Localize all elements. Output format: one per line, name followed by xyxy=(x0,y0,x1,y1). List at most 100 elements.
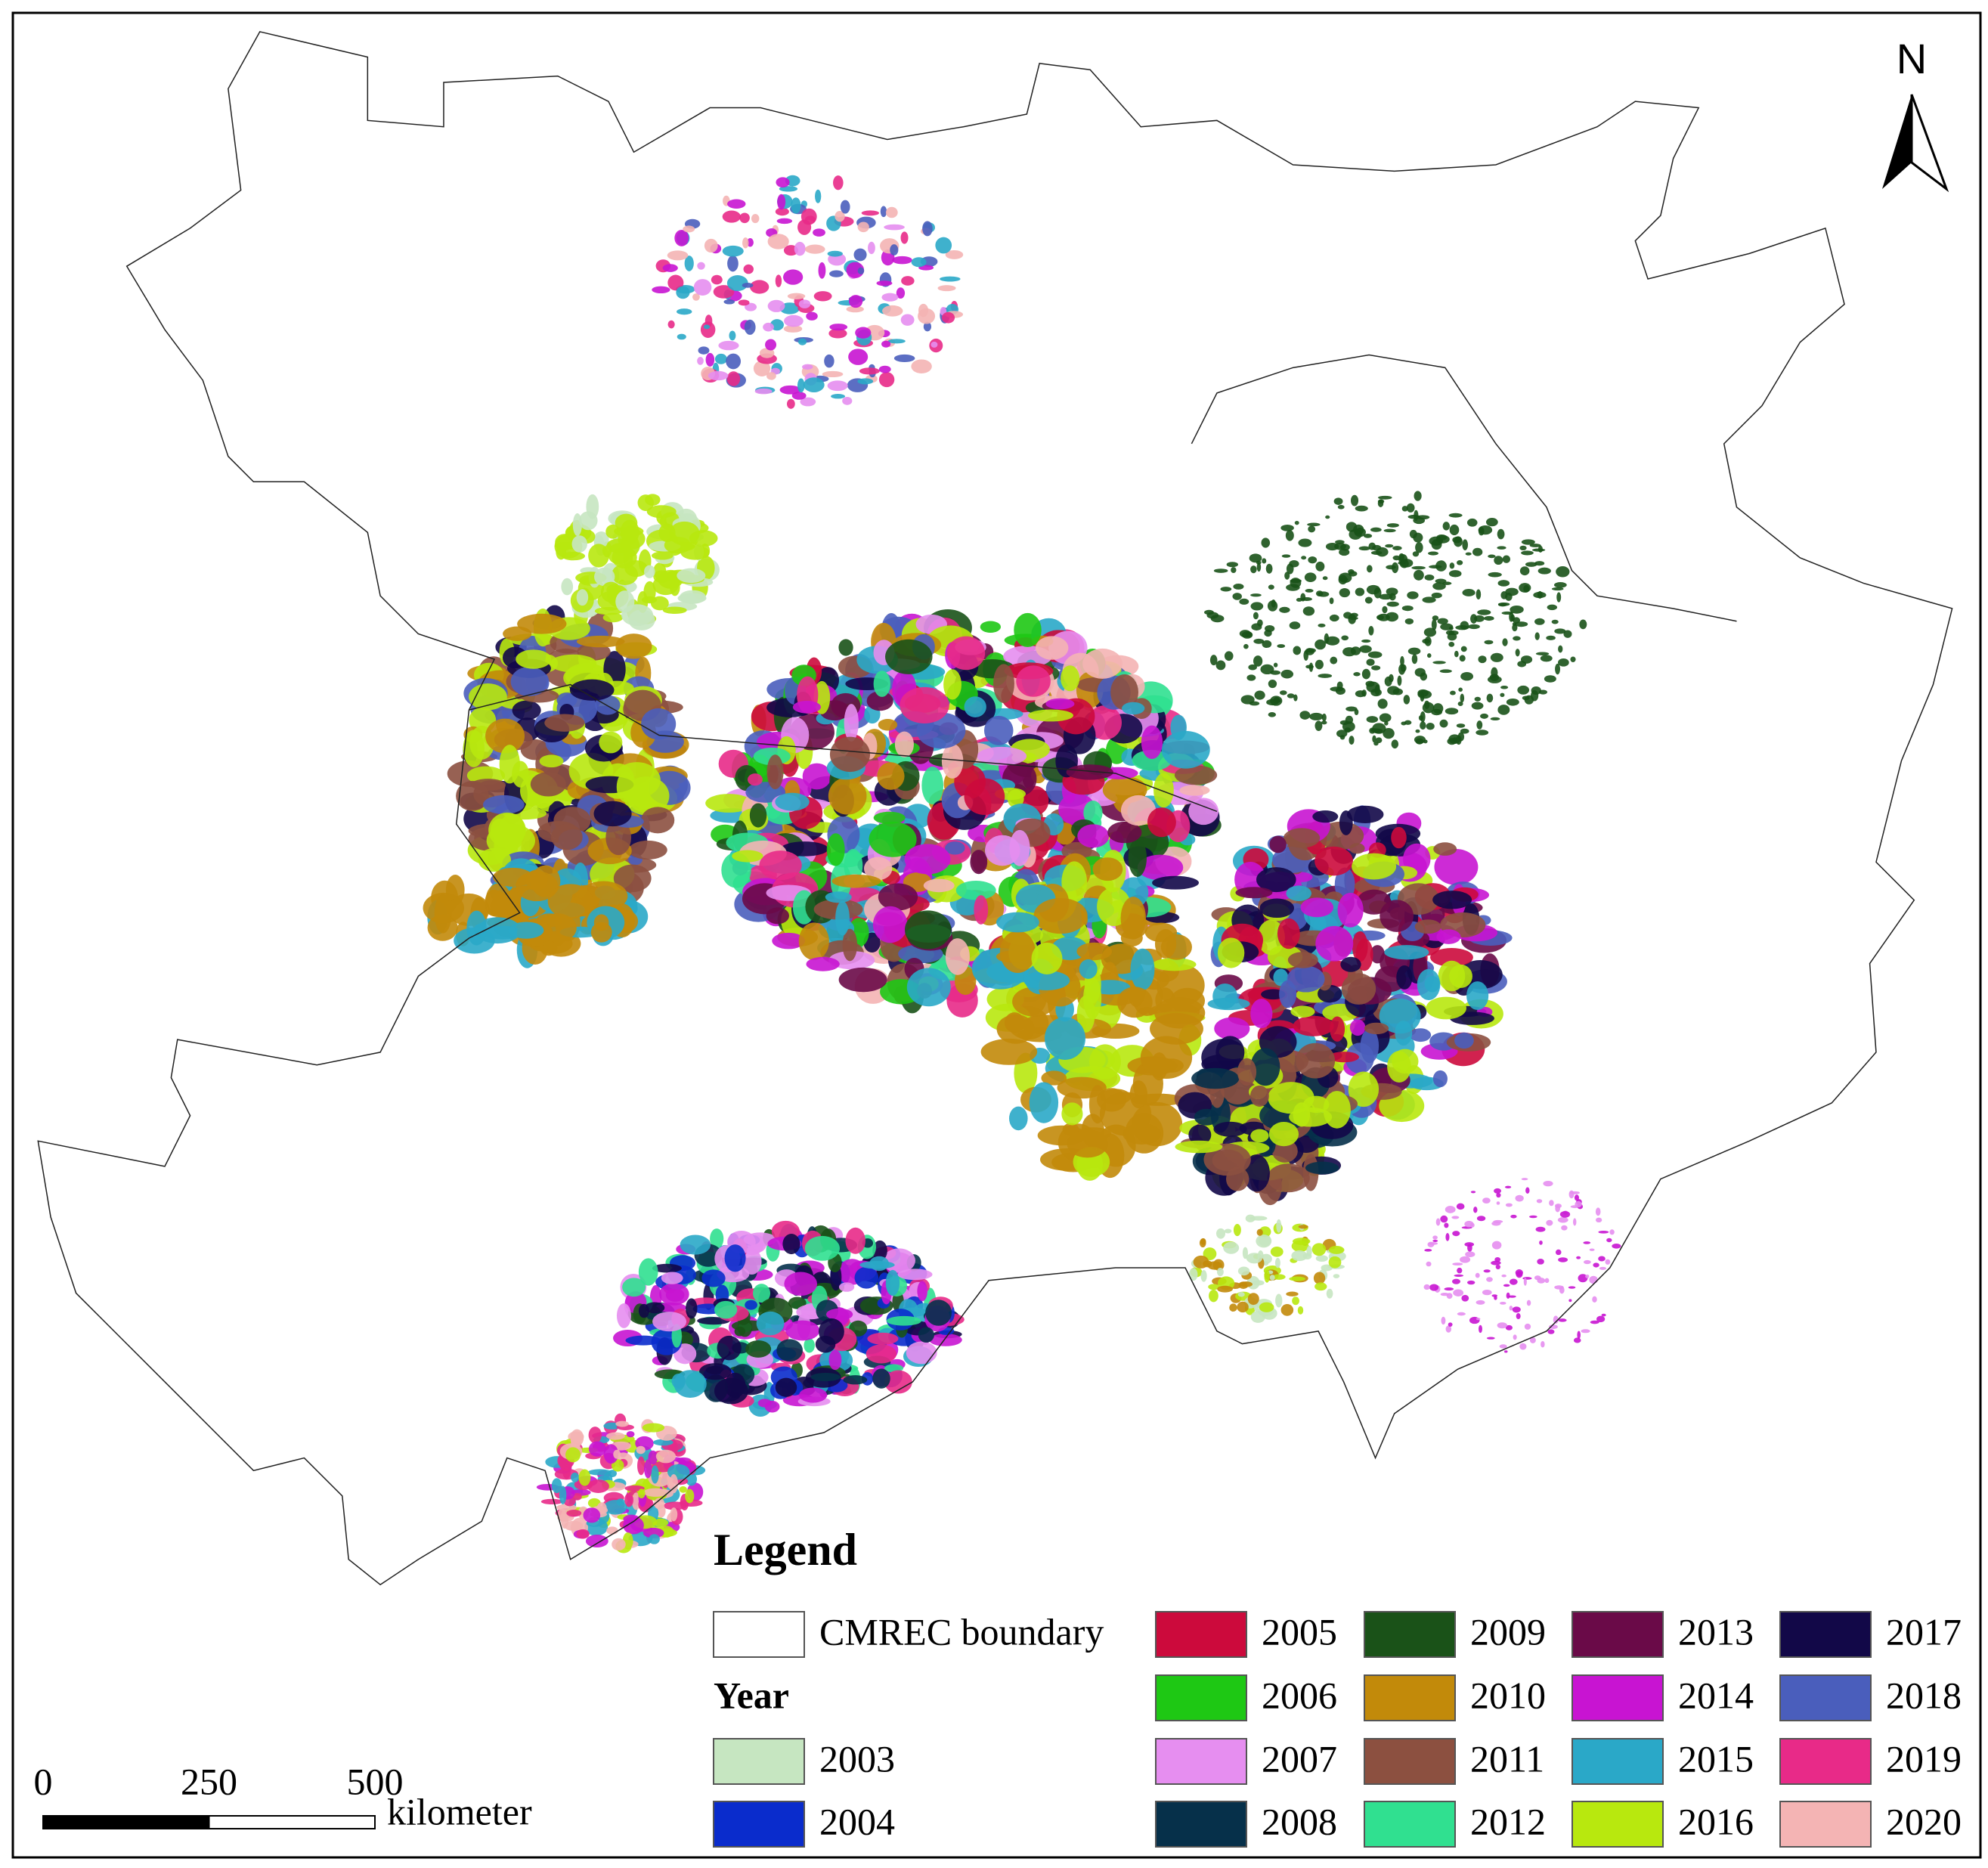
patch xyxy=(822,370,844,378)
patch xyxy=(1534,632,1540,640)
patch xyxy=(1154,929,1177,959)
patch xyxy=(1466,518,1478,527)
patch xyxy=(945,841,965,855)
patch xyxy=(658,523,676,543)
patch xyxy=(569,679,615,701)
patch xyxy=(697,262,705,270)
patch xyxy=(677,333,686,340)
patch xyxy=(1457,702,1463,707)
patch xyxy=(1442,522,1451,531)
patch xyxy=(1330,656,1338,664)
patch xyxy=(964,778,1005,815)
patch xyxy=(1286,584,1300,591)
patch xyxy=(1561,1225,1568,1231)
patch xyxy=(1314,639,1326,650)
patch xyxy=(583,1507,601,1523)
patch xyxy=(1500,1301,1506,1305)
patch xyxy=(703,324,711,330)
patch xyxy=(1291,1250,1308,1262)
patch xyxy=(1358,546,1370,551)
patch xyxy=(1175,1140,1223,1154)
patch xyxy=(750,280,769,294)
patch xyxy=(1385,544,1394,548)
patch xyxy=(1426,722,1435,730)
patch xyxy=(1365,680,1375,687)
patch xyxy=(980,621,1001,634)
patch xyxy=(767,234,789,249)
patch xyxy=(1386,601,1399,607)
patch xyxy=(1031,942,1063,975)
patch xyxy=(1531,689,1539,702)
patch xyxy=(738,299,750,306)
patch xyxy=(1277,644,1286,649)
patch xyxy=(1500,692,1505,698)
patch xyxy=(1016,665,1051,697)
patch xyxy=(1077,824,1110,848)
patch xyxy=(1445,708,1459,715)
patch xyxy=(1224,651,1234,661)
patch xyxy=(799,1387,828,1403)
patch xyxy=(1290,1005,1315,1018)
patch xyxy=(722,210,741,223)
patch xyxy=(873,811,906,824)
patch xyxy=(637,494,654,511)
patch xyxy=(1379,593,1393,600)
patch xyxy=(648,1450,658,1465)
patch xyxy=(1459,655,1466,662)
patch xyxy=(1370,550,1383,555)
patch xyxy=(1179,785,1210,796)
patch xyxy=(1305,664,1314,669)
patch xyxy=(676,286,690,299)
patch xyxy=(652,1263,682,1273)
patch xyxy=(593,914,609,931)
patch xyxy=(783,325,803,333)
patch xyxy=(977,746,1027,766)
patch xyxy=(1061,1102,1083,1126)
patch xyxy=(1568,1286,1576,1289)
patch xyxy=(1359,645,1372,653)
patch xyxy=(1515,649,1520,657)
patch xyxy=(1239,598,1249,605)
patch xyxy=(1525,562,1537,567)
patch xyxy=(1558,658,1569,667)
patch xyxy=(1339,578,1349,581)
patch xyxy=(1516,1313,1521,1320)
patch xyxy=(1209,655,1218,666)
patch xyxy=(894,731,914,757)
patch xyxy=(784,314,804,327)
patch xyxy=(744,319,756,335)
patch xyxy=(1194,1108,1219,1126)
patch xyxy=(866,691,893,711)
cmrec-outline xyxy=(37,31,1953,1586)
patch xyxy=(1432,582,1446,590)
patch xyxy=(935,237,952,254)
scale-tick-label: 250 xyxy=(181,1760,237,1802)
patch xyxy=(1574,1194,1579,1201)
patch xyxy=(724,1244,746,1272)
patch xyxy=(1268,711,1277,717)
patch xyxy=(878,719,898,731)
patch xyxy=(561,578,574,596)
patch xyxy=(1242,1247,1249,1259)
patch xyxy=(1275,1293,1283,1308)
patch xyxy=(1264,629,1272,637)
patch xyxy=(727,255,739,272)
patch xyxy=(1535,652,1550,655)
patch xyxy=(540,1498,563,1505)
patch xyxy=(1470,614,1478,624)
patch xyxy=(1128,838,1147,877)
patch xyxy=(1541,1340,1545,1348)
patch xyxy=(697,357,704,365)
patch xyxy=(1215,660,1226,671)
patch xyxy=(931,341,938,348)
patch xyxy=(1386,612,1399,622)
patch xyxy=(804,1337,815,1353)
patch xyxy=(745,1300,757,1310)
patch xyxy=(1528,1215,1537,1219)
patch xyxy=(754,388,773,395)
legend-swatch xyxy=(1779,1801,1872,1848)
arrow-right xyxy=(1910,94,1949,193)
patch xyxy=(662,606,687,615)
patch xyxy=(683,225,695,233)
patch xyxy=(1256,1234,1272,1248)
